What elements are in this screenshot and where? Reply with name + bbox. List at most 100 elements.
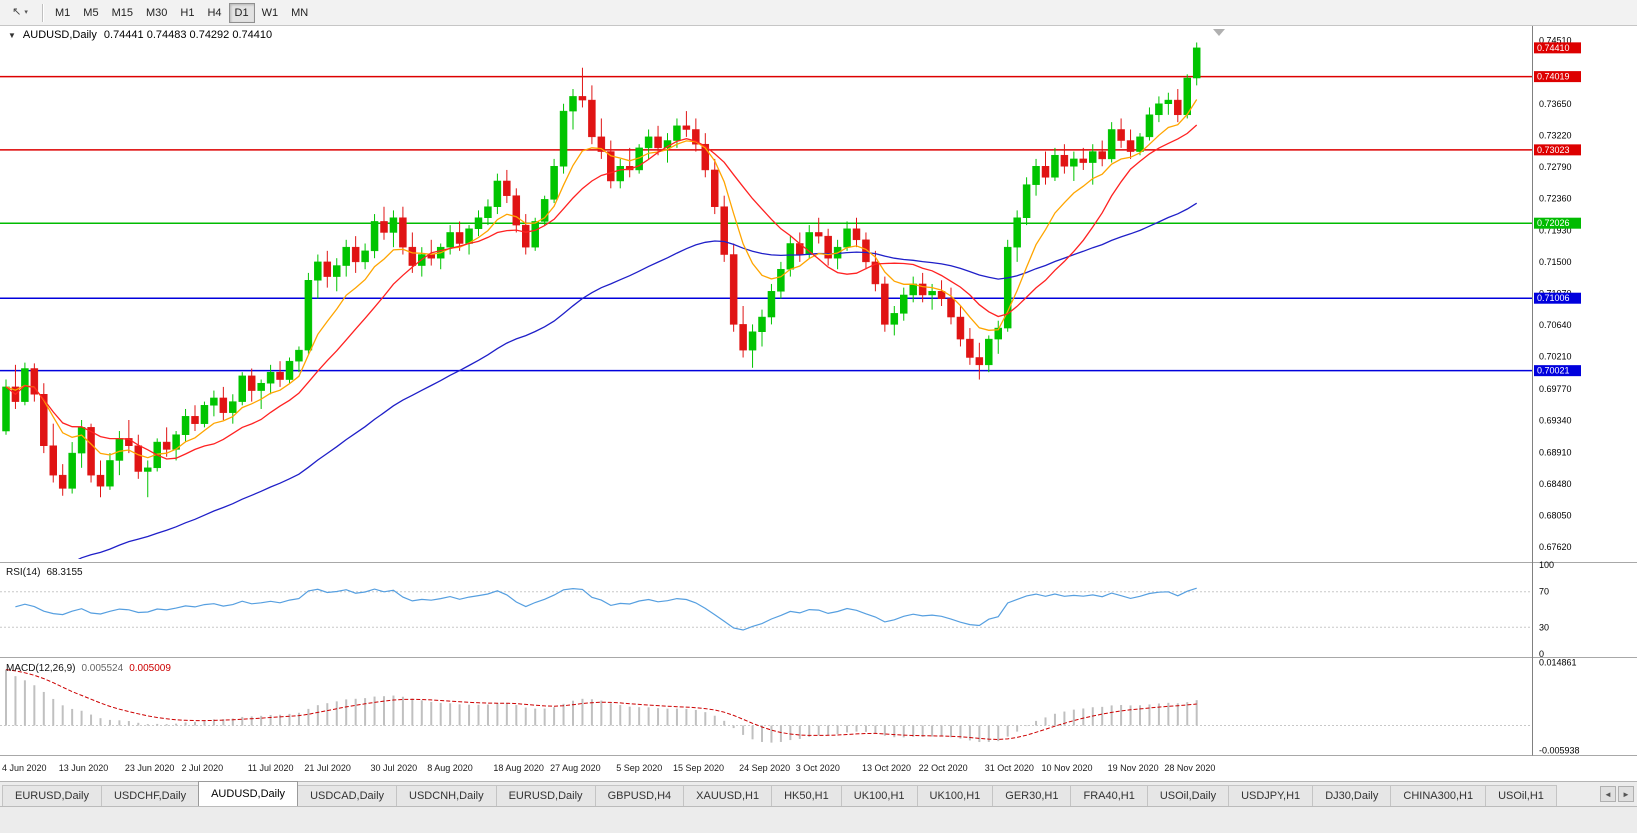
svg-text:0.69770: 0.69770	[1539, 384, 1572, 394]
tf-h1-button[interactable]: H1	[180, 6, 195, 19]
svg-text:3 Oct 2020: 3 Oct 2020	[796, 763, 840, 773]
tf-m30-button[interactable]: M30	[145, 6, 168, 19]
tf-h4-button[interactable]: H4	[207, 6, 222, 19]
timeframe-toolbar: ↖ ▾ M1 M5 M15 M30 H1 H4 D1 W1 MN	[0, 0, 1637, 26]
macd-main-value: 0.005524	[81, 663, 124, 674]
tab-dj30-daily[interactable]: DJ30,Daily	[1312, 785, 1392, 806]
svg-text:0.68050: 0.68050	[1539, 511, 1572, 521]
tab-eurusd-daily[interactable]: EURUSD,Daily	[2, 785, 102, 806]
rsi-value: 68.3155	[46, 567, 83, 578]
macd-indicator-label: MACD(12,26,9) 0.005524 0.005009	[6, 663, 171, 674]
tab-scroll-buttons: ◄ ►	[1600, 786, 1634, 802]
tf-m1-button[interactable]: M1	[55, 6, 71, 19]
svg-text:21 Jul 2020: 21 Jul 2020	[304, 763, 351, 773]
tab-xauusd-h1[interactable]: XAUUSD,H1	[683, 785, 773, 806]
tab-scroll-right-icon[interactable]: ►	[1618, 786, 1634, 802]
chart-shift-marker-icon	[1213, 29, 1225, 36]
tf-mn-button[interactable]: MN	[291, 6, 309, 19]
chart-window: 0.74510 0.73650 0.73220 0.72790 0.72360 0.719…	[0, 26, 1637, 781]
tab-audusd-daily[interactable]: AUDUSD,Daily	[198, 781, 299, 806]
time-axis: 4 Jun 2020 13 Jun 2020 23 Jun 2020 2 Jul 20…	[2, 763, 1215, 773]
tf-d1-button[interactable]: D1	[228, 2, 255, 23]
tf-w1-button[interactable]: W1	[261, 6, 279, 19]
svg-text:23 Jun 2020: 23 Jun 2020	[125, 763, 175, 773]
svg-text:0.014861: 0.014861	[1539, 658, 1577, 668]
tab-usdchf-daily[interactable]: USDCHF,Daily	[100, 785, 200, 806]
chart-symbol-label: AUDUSD,Daily	[22, 29, 97, 41]
tab-china300-h1[interactable]: CHINA300,H1	[1390, 785, 1487, 806]
toolbar-separator	[42, 3, 43, 22]
rsi-pane	[0, 587, 1532, 631]
tab-ger30-h1[interactable]: GER30,H1	[992, 785, 1072, 806]
svg-text:31 Oct 2020: 31 Oct 2020	[985, 763, 1034, 773]
svg-text:24 Sep 2020: 24 Sep 2020	[739, 763, 790, 773]
svg-text:0.71006: 0.71006	[1537, 293, 1570, 303]
svg-text:5 Sep 2020: 5 Sep 2020	[616, 763, 662, 773]
svg-text:0.74510: 0.74510	[1539, 36, 1572, 46]
svg-text:0.71930: 0.71930	[1539, 225, 1572, 235]
tab-uk100-h1[interactable]: UK100,H1	[840, 785, 918, 806]
svg-text:0.73023: 0.73023	[1537, 145, 1570, 155]
chart-background	[0, 26, 1637, 781]
chart-title: ▼ AUDUSD,Daily 0.74441 0.74483 0.74292 0…	[8, 29, 272, 41]
svg-text:0.74019: 0.74019	[1537, 72, 1570, 82]
svg-text:0.68910: 0.68910	[1539, 447, 1572, 457]
chart-collapse-icon[interactable]: ▼	[8, 30, 16, 40]
tab-fra40-h1[interactable]: FRA40,H1	[1070, 785, 1148, 806]
cursor-icon: ↖	[12, 6, 22, 18]
tab-uk100-h1-2[interactable]: UK100,H1	[916, 785, 994, 806]
svg-text:22 Oct 2020: 22 Oct 2020	[919, 763, 968, 773]
tab-gbpusd-h4[interactable]: GBPUSD,H4	[594, 785, 685, 806]
macd-pane	[0, 669, 1532, 743]
svg-text:13 Oct 2020: 13 Oct 2020	[862, 763, 911, 773]
svg-text:0.73650: 0.73650	[1539, 99, 1572, 109]
chart-ohlc-readout: 0.74441 0.74483 0.74292 0.74410	[103, 29, 273, 41]
tab-eurusd-daily-2[interactable]: EURUSD,Daily	[495, 785, 596, 806]
tab-usdjpy-h1[interactable]: USDJPY,H1	[1228, 785, 1314, 806]
svg-text:100: 100	[1539, 560, 1554, 570]
svg-text:-0.005938: -0.005938	[1539, 746, 1580, 756]
chart-tabbar: EURUSD,Daily USDCHF,Daily AUDUSD,Daily U…	[0, 781, 1637, 807]
tab-hk50-h1[interactable]: HK50,H1	[771, 785, 842, 806]
svg-text:0.72026: 0.72026	[1537, 218, 1570, 228]
tab-usdcad-daily[interactable]: USDCAD,Daily	[297, 785, 398, 806]
rsi-name: RSI(14)	[6, 567, 41, 578]
svg-text:30: 30	[1539, 622, 1549, 632]
macd-name: MACD(12,26,9)	[6, 663, 76, 674]
tf-m15-button[interactable]: M15	[111, 6, 133, 19]
rsi-indicator-label: RSI(14) 68.3155	[6, 567, 83, 578]
svg-text:8 Aug 2020: 8 Aug 2020	[427, 763, 473, 773]
macd-signal-value: 0.005009	[129, 663, 171, 674]
tab-usdcnh-daily[interactable]: USDCNH,Daily	[396, 785, 497, 806]
chevron-down-icon: ▾	[24, 9, 28, 16]
svg-text:28 Nov 2020: 28 Nov 2020	[1164, 763, 1215, 773]
svg-text:0.72360: 0.72360	[1539, 194, 1572, 204]
price-scale: 0.74510 0.73650 0.73220 0.72790 0.72360 0.719…	[1534, 36, 1581, 756]
svg-text:0.72790: 0.72790	[1539, 162, 1572, 172]
svg-text:10 Nov 2020: 10 Nov 2020	[1042, 763, 1093, 773]
chart-canvas[interactable]: 0.74510 0.73650 0.73220 0.72790 0.72360 0.719…	[0, 26, 1637, 781]
tab-usoil-h1[interactable]: USOil,H1	[1485, 785, 1557, 806]
svg-text:0: 0	[1539, 649, 1544, 659]
tab-scroll-left-icon[interactable]: ◄	[1600, 786, 1616, 802]
svg-text:0.70640: 0.70640	[1539, 320, 1572, 330]
tf-m5-button[interactable]: M5	[83, 6, 99, 19]
svg-text:11 Jul 2020: 11 Jul 2020	[248, 763, 294, 773]
svg-text:0.74410: 0.74410	[1537, 43, 1570, 53]
price-pane	[0, 42, 1532, 559]
svg-text:13 Jun 2020: 13 Jun 2020	[59, 763, 109, 773]
tab-usoil-daily[interactable]: USOil,Daily	[1146, 785, 1230, 806]
cursor-tool-button[interactable]: ↖ ▾	[4, 3, 36, 23]
svg-text:18 Aug 2020: 18 Aug 2020	[493, 763, 544, 773]
svg-text:2 Jul 2020: 2 Jul 2020	[182, 763, 224, 773]
svg-text:0.73220: 0.73220	[1539, 130, 1572, 140]
svg-text:0.69340: 0.69340	[1539, 416, 1572, 426]
status-strip	[0, 807, 1637, 833]
svg-text:0.68480: 0.68480	[1539, 479, 1572, 489]
svg-text:0.70021: 0.70021	[1537, 366, 1570, 376]
svg-text:0.71500: 0.71500	[1539, 257, 1572, 267]
svg-text:4 Jun 2020: 4 Jun 2020	[2, 763, 47, 773]
svg-text:19 Nov 2020: 19 Nov 2020	[1108, 763, 1159, 773]
svg-text:30 Jul 2020: 30 Jul 2020	[371, 763, 418, 773]
svg-text:27 Aug 2020: 27 Aug 2020	[550, 763, 601, 773]
